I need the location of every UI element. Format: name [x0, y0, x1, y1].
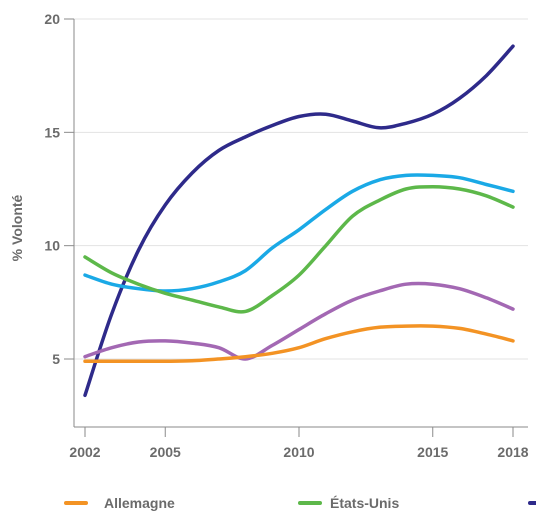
x-tick-label-2018: 2018 — [497, 444, 528, 460]
x-tick-label-2005: 2005 — [150, 444, 181, 460]
series-line-unnamed-4 — [83, 281, 515, 361]
y-axis-title: % Volonté — [9, 194, 25, 261]
grid-lines — [74, 18, 528, 360]
y-tick-label-10: 10 — [44, 238, 60, 254]
legend: Allemagne États-Unis — [64, 495, 536, 511]
series-line--tats-unis — [83, 184, 515, 314]
tick-labels: 5 10 15 20 2002 2005 2010 2015 2018 — [44, 11, 528, 460]
x-tick-label-2002: 2002 — [69, 444, 100, 460]
axes — [64, 18, 528, 437]
x-tick-label-2015: 2015 — [417, 444, 448, 460]
y-tick-label-15: 15 — [44, 124, 60, 140]
x-tick-label-2010: 2010 — [283, 444, 314, 460]
series-lines — [83, 44, 515, 398]
y-tick-label-20: 20 — [44, 11, 60, 27]
legend-label-1: Allemagne — [104, 495, 175, 511]
y-tick-label-5: 5 — [52, 351, 60, 367]
legend-label-2: États-Unis — [330, 495, 399, 511]
series-line-allemagne — [83, 324, 515, 364]
series-line-unnamed-1 — [83, 44, 515, 398]
